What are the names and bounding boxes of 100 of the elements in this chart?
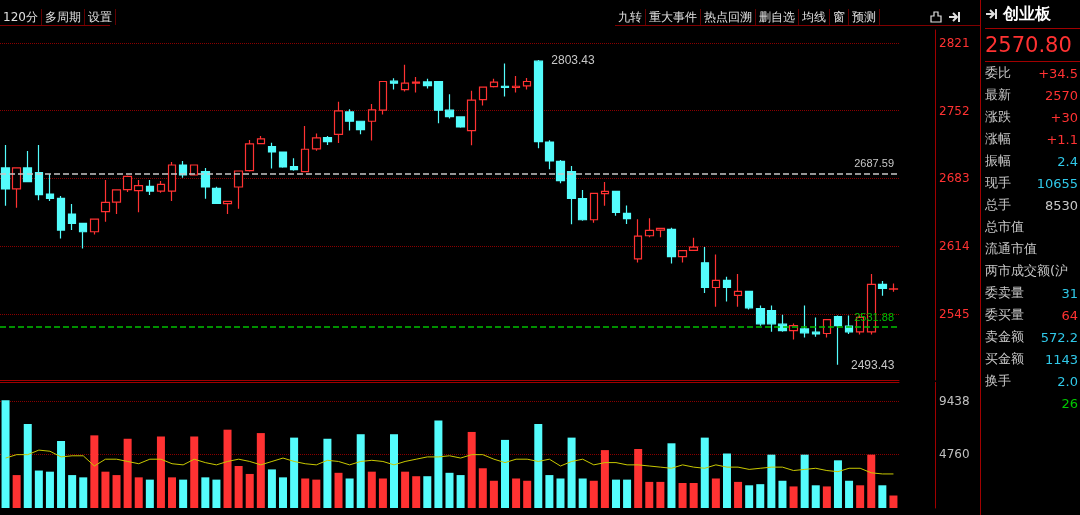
- candlestick: [511, 75, 521, 94]
- candlestick: [766, 304, 777, 333]
- text: 64: [1061, 307, 1078, 323]
- y-tick-label: 4760: [939, 446, 970, 461]
- y-tick-label: 2683: [939, 171, 970, 186]
- candlestick: [744, 290, 754, 311]
- candlestick: [233, 170, 244, 210]
- bar: [445, 472, 454, 508]
- bar: [201, 477, 210, 508]
- bar: [467, 431, 476, 508]
- candlestick: [877, 280, 888, 297]
- candlestick: [688, 237, 699, 252]
- bar: [412, 476, 421, 508]
- bar: [689, 483, 698, 508]
- candlestick: [389, 77, 399, 91]
- candlestick: [278, 151, 288, 169]
- bar: [45, 471, 54, 508]
- bar: [423, 476, 432, 508]
- bar: [845, 480, 854, 508]
- bar: [556, 478, 565, 508]
- bar: [500, 439, 509, 508]
- candlestick: [500, 62, 510, 98]
- candlestick: [111, 189, 122, 215]
- text: +30: [1050, 109, 1078, 125]
- category-label: 涨跌: [985, 108, 1011, 126]
- bar: [634, 448, 643, 508]
- category-label: 总市值: [985, 218, 1024, 236]
- text: 窗: [830, 8, 849, 25]
- bar: [234, 466, 243, 508]
- candlestick: [56, 195, 66, 240]
- bar: [101, 471, 110, 508]
- candlestick: [677, 249, 688, 264]
- text: 重大事件: [646, 8, 701, 25]
- candlestick: [378, 80, 388, 116]
- bar: [68, 475, 77, 508]
- bar: [567, 437, 576, 508]
- category-label: 最新: [985, 86, 1011, 104]
- candlestick: [34, 144, 44, 201]
- text: 2570: [1044, 87, 1078, 103]
- bar: [523, 480, 532, 508]
- bar: [745, 485, 754, 508]
- category-label: 换手: [985, 372, 1011, 390]
- bar: [434, 420, 443, 508]
- candlestick: [322, 135, 333, 146]
- candlestick: [433, 80, 444, 124]
- candlestick: [367, 103, 377, 142]
- text: 8530: [1044, 197, 1078, 213]
- text: 均线: [799, 8, 830, 25]
- candlestick: [122, 175, 133, 193]
- candlestick: [100, 179, 111, 223]
- y-tick-label: 2545: [939, 307, 970, 322]
- bar: [811, 485, 820, 508]
- bar: [12, 475, 21, 508]
- candlestick: [811, 316, 821, 338]
- candlestick: [733, 273, 743, 308]
- candlestick: [544, 139, 555, 170]
- candlestick: [311, 133, 322, 152]
- bar: [600, 450, 609, 508]
- candlestick: [267, 142, 277, 170]
- candlestick: [333, 101, 344, 144]
- candlestick: [666, 227, 677, 264]
- text: 572.2: [1040, 329, 1078, 345]
- candlestick: [344, 108, 355, 132]
- candlestick: [422, 78, 433, 90]
- category-label: 买金额: [985, 350, 1024, 368]
- bar: [645, 481, 654, 508]
- bar: [867, 454, 876, 508]
- bar: [23, 424, 32, 508]
- text: 热点回溯: [701, 8, 756, 25]
- bar: [190, 436, 199, 508]
- category-label: 流通市值: [985, 240, 1037, 258]
- candlestick: [566, 165, 577, 225]
- category-label: 委比: [985, 64, 1011, 82]
- text: 预测: [849, 8, 880, 25]
- candlestick: [533, 59, 544, 149]
- bar: [267, 469, 276, 508]
- bar: [90, 435, 99, 508]
- candlestick: [700, 246, 710, 294]
- category-label: 振幅: [985, 152, 1011, 170]
- bar: [290, 437, 299, 508]
- candlestick: [611, 190, 621, 217]
- candlestick: [289, 157, 299, 172]
- annotation: 2493.43: [850, 357, 895, 372]
- candlestick: [755, 304, 766, 327]
- bar: [134, 477, 143, 508]
- bar: [889, 495, 898, 508]
- bar: [711, 478, 720, 508]
- y-tick-label: 9438: [939, 393, 970, 408]
- bar: [700, 437, 709, 508]
- text: +1.1: [1046, 131, 1078, 147]
- bar: [856, 485, 865, 508]
- candlestick: [633, 218, 643, 264]
- text: +34.5: [1038, 65, 1078, 81]
- bar: [301, 478, 310, 508]
- bar: [623, 479, 632, 508]
- bar: [168, 477, 177, 508]
- bar: [767, 454, 776, 508]
- text: 2.0: [1057, 373, 1078, 389]
- category-label: 总手: [985, 196, 1011, 214]
- bar: [112, 475, 121, 508]
